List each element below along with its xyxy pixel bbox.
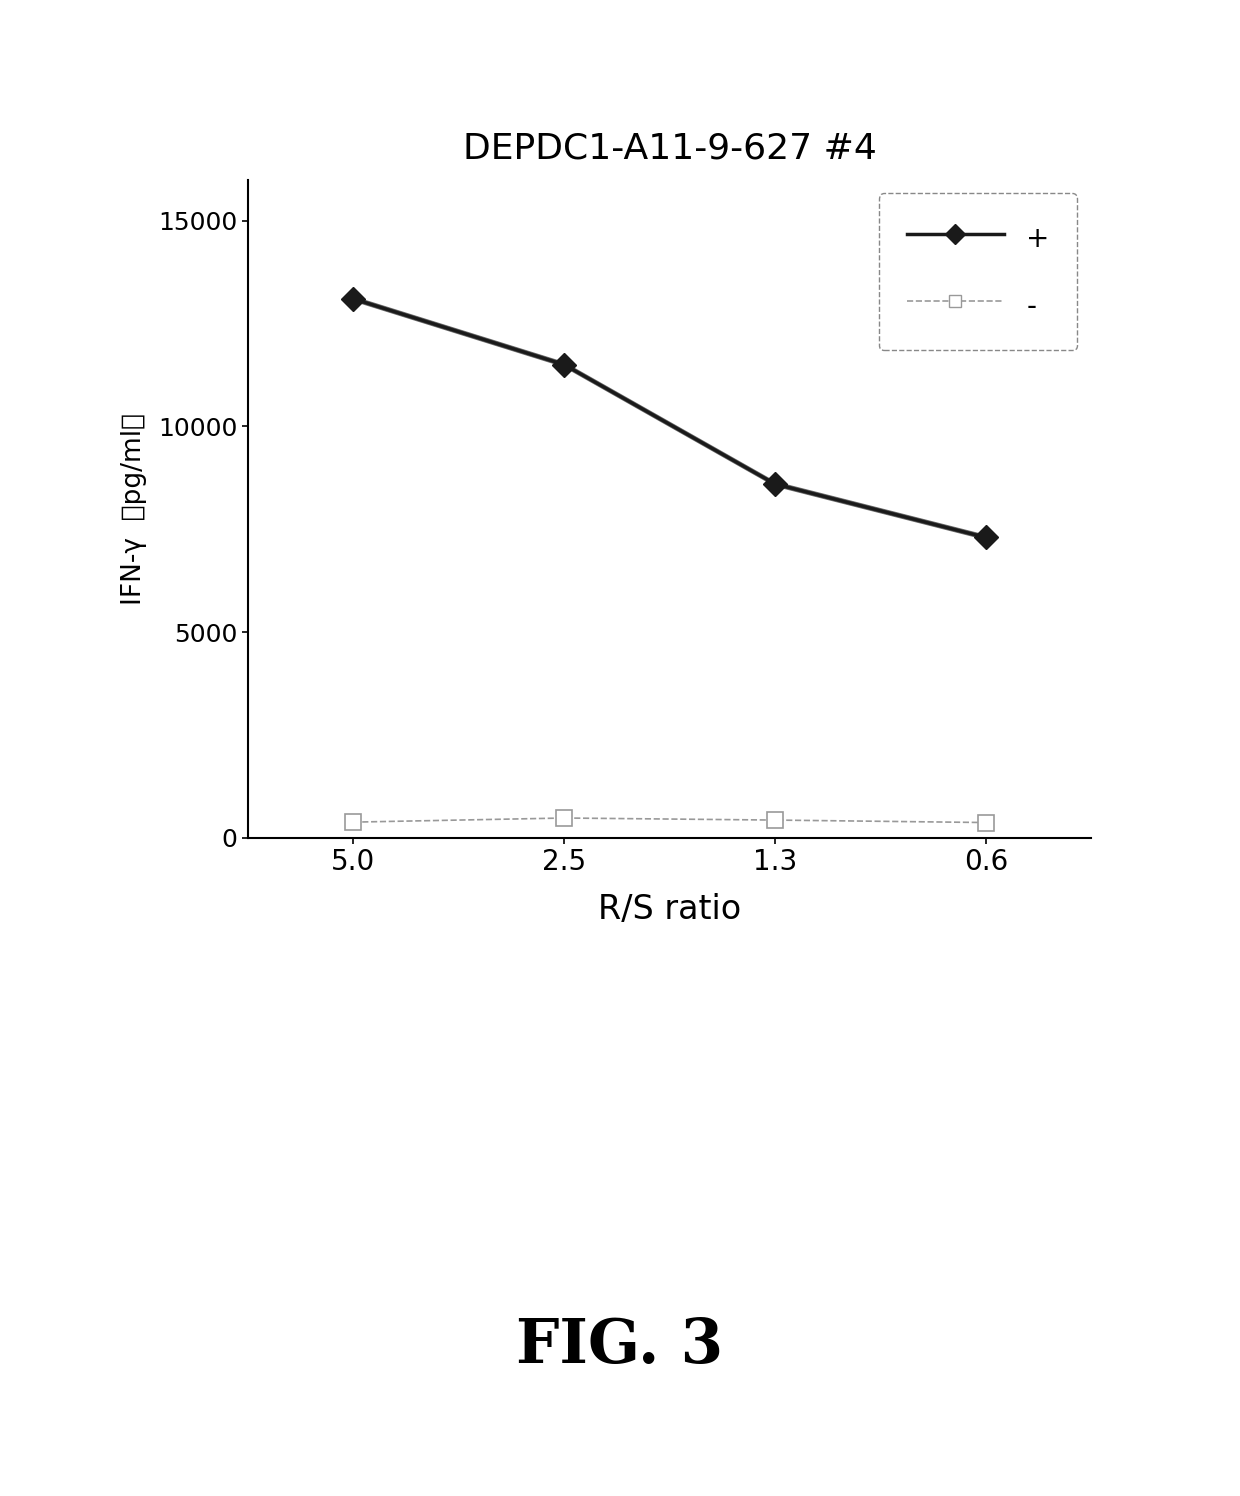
Text: FIG. 3: FIG. 3 (516, 1316, 724, 1376)
X-axis label: R/S ratio: R/S ratio (598, 893, 742, 926)
Y-axis label: IFN-γ  （pg/ml）: IFN-γ （pg/ml） (122, 413, 148, 604)
Legend: +, -: +, - (879, 193, 1078, 350)
Title: DEPDC1-A11-9-627 #4: DEPDC1-A11-9-627 #4 (463, 132, 877, 166)
